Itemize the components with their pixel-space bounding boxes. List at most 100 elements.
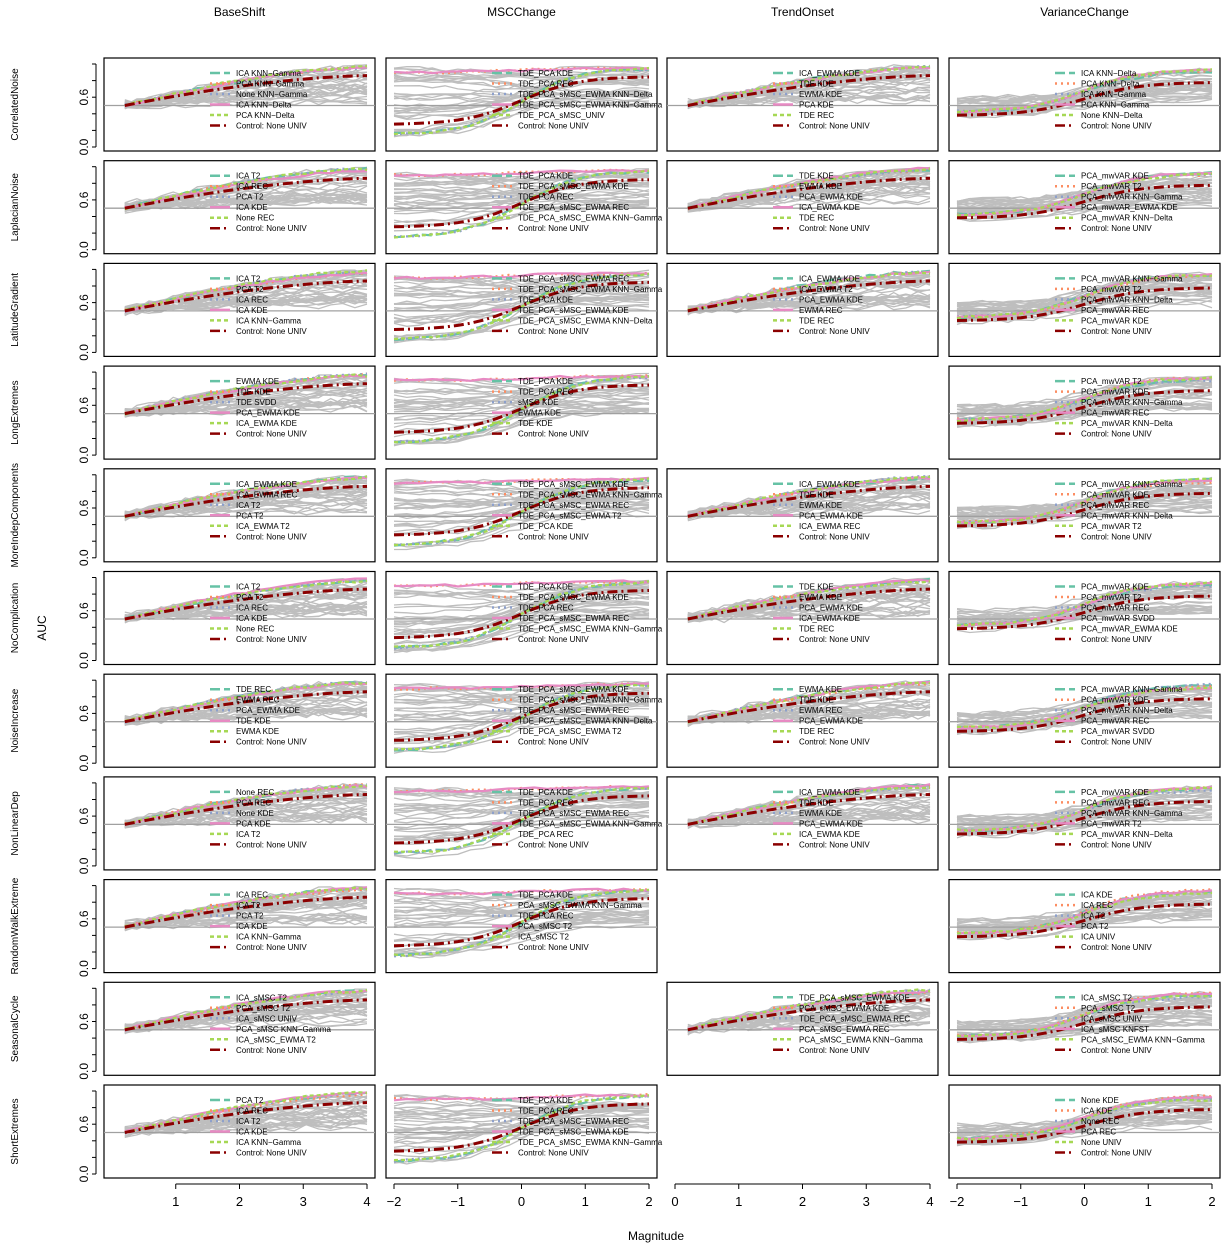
background-curve xyxy=(393,276,650,322)
background-curve xyxy=(956,1112,1213,1127)
column-header-trendonset: TrendOnset xyxy=(771,5,835,19)
legend-entry-tde-pca-kde: TDE_PCA KDE xyxy=(518,377,573,386)
legend-entry-pca-knn-delta: PCA KNN−Delta xyxy=(1081,80,1140,89)
legend-entry-pca-mwvar-knn-delta: PCA_mwVAR KNN−Delta xyxy=(1081,214,1173,223)
legend-entry-control-none-univ: Control: None UNIV xyxy=(518,738,589,747)
background-curve xyxy=(393,381,650,405)
series-line-control-none-univ xyxy=(393,691,650,742)
series-line-ica-knn-gamma xyxy=(124,1090,368,1134)
background-curve xyxy=(393,372,650,425)
series-line-control-none-univ xyxy=(687,484,931,518)
legend-entry-tde-pca-smsc-ewma-knn-gamma: TDE_PCA_sMSC_EWMA KNN−Gamma xyxy=(518,1138,663,1147)
background-curve xyxy=(956,816,1213,830)
background-curve xyxy=(393,606,650,632)
panel-seasonalcycle-trendonset: TDE_PCA_sMSC_EWMA KDE PCA_sMSC_EWMA KDETD… xyxy=(666,981,939,1076)
background-curves xyxy=(956,271,1213,326)
series-line-tde-rec xyxy=(687,681,931,724)
series-line-tde-rec xyxy=(687,580,931,621)
background-curve xyxy=(687,600,931,623)
legend-entry-pca-smsc-ewma-rec: PCA_sMSC_EWMA REC xyxy=(799,1025,890,1034)
background-curve xyxy=(687,812,931,829)
legend-entry-pca-knn-gamma: PCA KNN−Gamma xyxy=(236,80,305,89)
legend-entry-control-none-univ: Control: None UNIV xyxy=(799,224,870,233)
series-line-ica-ewma-kde xyxy=(124,373,368,416)
legend-entry-pca-mwvar-t2: PCA_mwVAR T2 xyxy=(1081,285,1142,294)
background-curve xyxy=(393,96,650,120)
background-curve xyxy=(687,503,931,517)
legend-entry-pca-mwvar-kde: PCA_mwVAR KDE xyxy=(1081,172,1149,181)
legend-entry-control-none-univ: Control: None UNIV xyxy=(518,840,589,849)
series-line-pca-mwvar-rec xyxy=(956,377,1213,422)
background-curve xyxy=(124,686,367,720)
legend-entry-tde-pca-smsc-ewma-knn-gamma: TDE_PCA_sMSC_EWMA KNN−Gamma xyxy=(518,696,663,705)
legend-entry-control-none-univ: Control: None UNIV xyxy=(236,532,307,541)
legend-entry-ewma-kde: EWMA KDE xyxy=(799,501,842,510)
series-line-control-none-univ xyxy=(956,389,1213,425)
background-curve xyxy=(393,289,650,296)
series-line-control-none-univ xyxy=(124,176,368,210)
legend-entry-tde-pca-smsc-ewma-kde: TDE_PCA_sMSC_EWMA KDE xyxy=(518,685,629,694)
legend-entry-control-none-univ: Control: None UNIV xyxy=(799,532,870,541)
series-line-ica-t2 xyxy=(124,784,368,826)
legend-entry-ica-kde: ICA KDE xyxy=(236,306,268,315)
background-curve xyxy=(393,1104,650,1121)
legend-entry-tde-pca-smsc-ewma-rec: TDE_PCA_sMSC_EWMA REC xyxy=(518,274,629,283)
legend-entry-tde-pca-rec: TDE_PCA REC xyxy=(518,830,574,839)
y-tick-label: 0.6 xyxy=(77,1116,91,1133)
background-curve xyxy=(393,184,650,204)
legend-entry-ica-knn-gamma: ICA KNN−Gamma xyxy=(236,933,302,942)
legend-entry-ewma-kde: EWMA KDE xyxy=(799,593,842,602)
background-curve xyxy=(393,184,650,211)
x-axis-trendonset: 0 1 2 3 4 xyxy=(671,1183,934,1209)
legend-entry-tde-pca-kde: TDE_PCA KDE xyxy=(518,69,573,78)
legend-entry-tde-pca-smsc-ewma-rec: TDE_PCA_sMSC_EWMA REC xyxy=(518,614,629,623)
series-line-control-none-univ xyxy=(124,895,368,929)
y-tick-label: 0.6 xyxy=(77,499,91,516)
legend-entry-ewma-rec: EWMA REC xyxy=(799,706,843,715)
legend-entry-control-none-univ: Control: None UNIV xyxy=(236,327,307,336)
y-axis-nocomplication: 0.0 0.6 xyxy=(77,577,97,669)
legend-entry-none-rec: None REC xyxy=(236,788,274,797)
background-curve xyxy=(393,590,650,608)
legend-entry-tde-pca-kde: TDE_PCA KDE xyxy=(518,172,573,181)
legend-entry-tde-pca-rec: TDE_PCA REC xyxy=(518,912,574,921)
background-curve xyxy=(687,577,931,618)
legend-entry-control-none-univ: Control: None UNIV xyxy=(236,224,307,233)
legend-entry-control-none-univ: Control: None UNIV xyxy=(799,738,870,747)
legend-entry-tde-rec: TDE REC xyxy=(799,727,834,736)
series-line-control-none-univ xyxy=(393,897,650,948)
series-line-control-none-univ xyxy=(956,1108,1213,1144)
background-curve xyxy=(393,292,650,300)
panel-latitudegradient-mscchange: TDE_PCA_sMSC_EWMA REC TDE_PCA_sMSC_EWMA K… xyxy=(385,262,663,357)
background-curve xyxy=(687,593,931,623)
x-tick-label: 1 xyxy=(172,1194,179,1209)
background-curve xyxy=(124,797,368,823)
legend-entry-ica-kde: ICA KDE xyxy=(236,203,268,212)
series-line-pca-smsc-t2 xyxy=(393,887,650,896)
y-axis-randomwalkextreme: 0.0 0.6 xyxy=(77,885,97,977)
series-line-control-none-univ xyxy=(956,1005,1213,1041)
legend-entry-tde-pca-smsc-ewma-kde: TDE_PCA_sMSC_EWMA KDE xyxy=(518,593,629,602)
background-curve xyxy=(393,685,650,692)
legend-entry-tde-rec: TDE REC xyxy=(799,316,834,325)
legend-entry-pca-mwvar-kde: PCA_mwVAR KDE xyxy=(1081,388,1149,397)
legend-entry-tde-pca-smsc-ewma-rec: TDE_PCA_sMSC_EWMA REC xyxy=(518,706,629,715)
series-line-ica-kde xyxy=(124,577,368,620)
x-tick-label: 0 xyxy=(1081,1194,1088,1209)
